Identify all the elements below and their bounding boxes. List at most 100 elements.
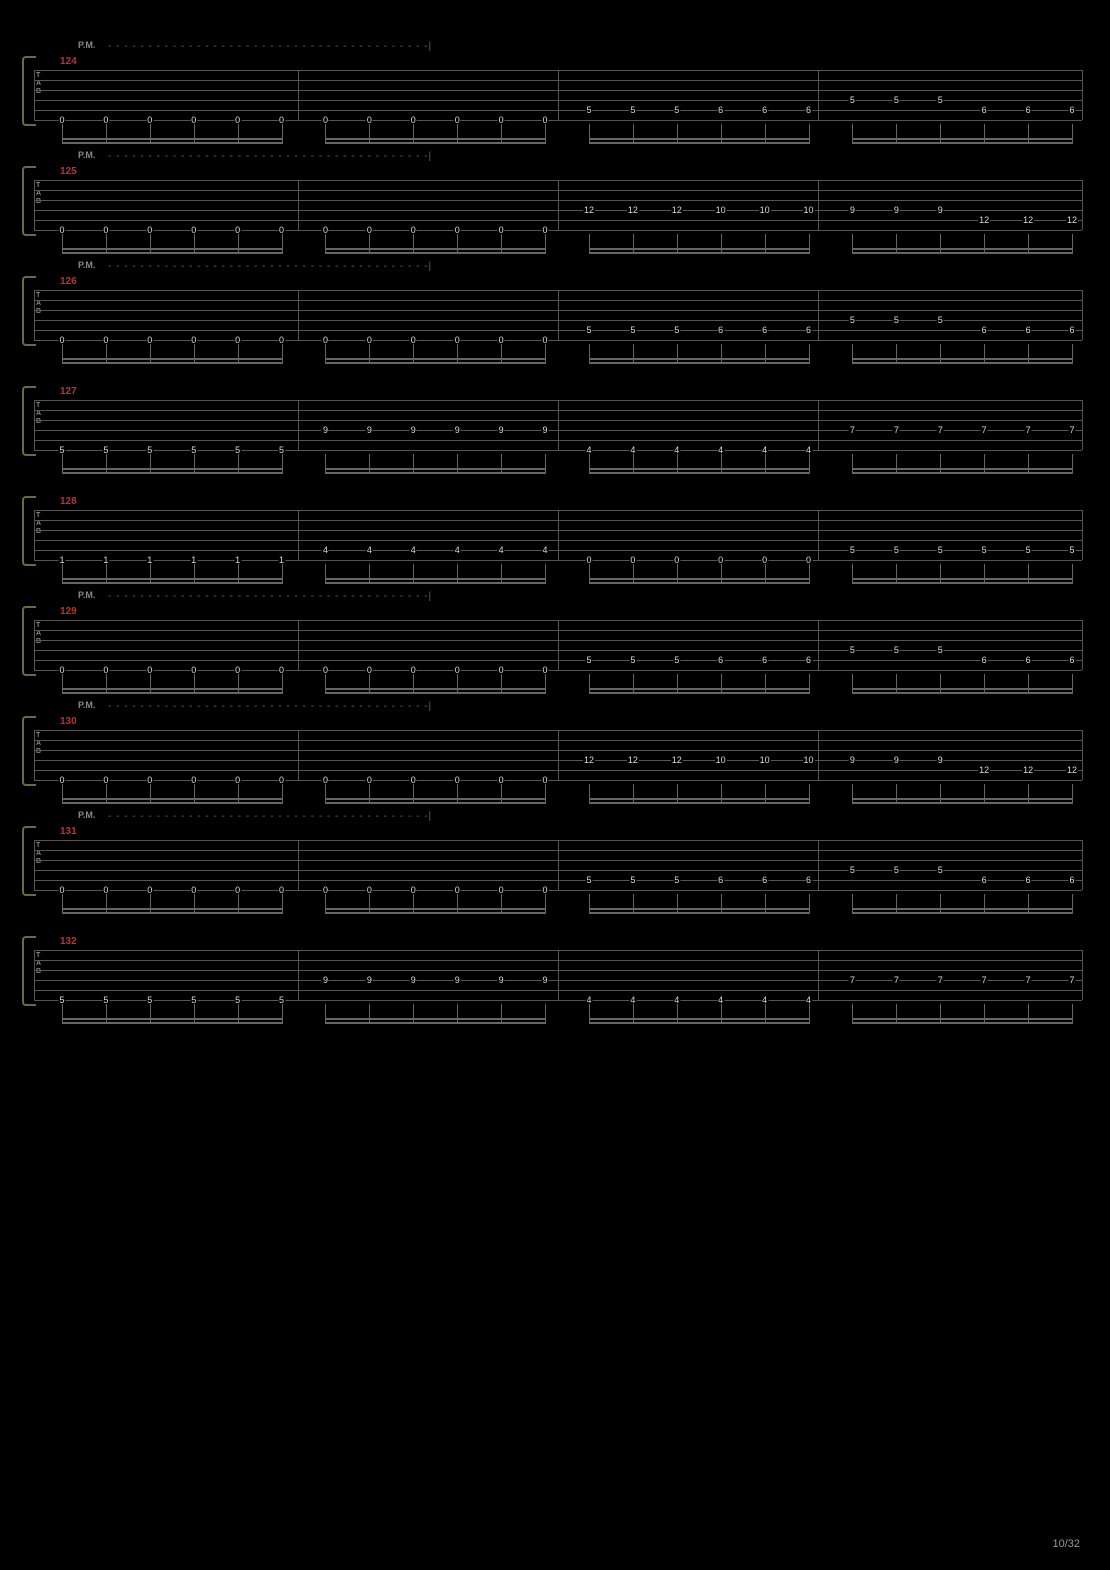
beam [852,468,1072,470]
tab-note: 7 [849,425,856,435]
note-stem [809,894,810,914]
tab-note: 5 [937,95,944,105]
tab-note: 7 [1025,425,1032,435]
beam [62,692,282,694]
beam [852,912,1072,914]
beam [589,692,809,694]
staff: TAB000000000000555666555666 [28,70,1082,122]
note-stem [106,454,107,474]
note-stem [106,344,107,364]
note-stem [501,344,502,364]
bar-number: 124 [60,56,1082,70]
barline [558,290,559,340]
staff-lines: 111111444444000000555555 [34,510,1082,560]
barline [1082,840,1083,890]
tab-note: 4 [410,545,417,555]
note-stem [238,674,239,694]
beam [62,912,282,914]
beam [325,912,545,914]
note-stem [369,234,370,254]
note-stem [940,1004,941,1024]
beam [589,1022,809,1024]
tab-note: 6 [981,875,988,885]
note-stem [194,1004,195,1024]
note-stem [62,344,63,364]
tab-note: 5 [673,655,680,665]
note-stem [589,894,590,914]
note-stem [721,234,722,254]
note-stem [106,564,107,584]
tab-note: 5 [629,655,636,665]
pm-row: P.M.- - - - - - - - - - - - - - - - - - … [28,590,1082,604]
beam [589,908,809,910]
beam [325,798,545,800]
beam [589,798,809,800]
note-stem [940,344,941,364]
beam [852,908,1072,910]
note-stem [765,1004,766,1024]
beam [325,1018,545,1020]
tab-note: 5 [629,875,636,885]
note-stem [150,784,151,804]
note-stem [984,674,985,694]
staff-lines: 555555999999444444777777 [34,400,1082,450]
barline [34,400,35,450]
note-stem [984,234,985,254]
barline [558,70,559,120]
beam [62,468,282,470]
pm-dashes: - - - - - - - - - - - - - - - - - - - - … [108,41,590,52]
note-stem [852,124,853,144]
note-stem [194,344,195,364]
note-stem [282,784,283,804]
measure: P.M.- - - - - - - - - - - - - - - - - - … [28,150,1082,232]
tab-note: 5 [849,95,856,105]
tab-note: 12 [1066,215,1078,225]
note-stem [633,454,634,474]
beam [62,1018,282,1020]
tab-note: 6 [1025,875,1032,885]
barline [298,400,299,450]
beam [852,1022,1072,1024]
note-stem [765,234,766,254]
note-stem [852,564,853,584]
barline [818,290,819,340]
tab-note: 5 [937,645,944,655]
note-stem [589,1004,590,1024]
tab-note: 7 [849,975,856,985]
beam [852,578,1072,580]
measure: P.M.- - - - - - - - - - - - - - - - - - … [28,590,1082,672]
note-stem [809,1004,810,1024]
pm-dashes: - - - - - - - - - - - - - - - - - - - - … [108,591,590,602]
tab-note: 5 [893,645,900,655]
note-stem [62,674,63,694]
note-stem [62,784,63,804]
barline [298,620,299,670]
beam [589,688,809,690]
note-stem [501,674,502,694]
note-stem [1072,784,1073,804]
note-stem [325,894,326,914]
beam [325,908,545,910]
note-stem [633,234,634,254]
note-stem [633,564,634,584]
note-stem [194,454,195,474]
measure: P.M.- - - - - - - - - - - - - - - - - - … [28,700,1082,782]
tab-note: 9 [322,425,329,435]
note-stem [809,784,810,804]
beam [62,688,282,690]
pm-label: P.M. [78,40,95,50]
note-stem [940,124,941,144]
pm-label: P.M. [78,260,95,270]
note-stem [1028,674,1029,694]
tab-note: 5 [673,325,680,335]
note-stem [677,674,678,694]
tab-note: 10 [803,205,815,215]
staff-lines: 000000000000555666555666 [34,70,1082,120]
note-stem [413,674,414,694]
note-stem [940,674,941,694]
note-stem [413,1004,414,1024]
staff-lines: 000000000000555666555666 [34,840,1082,890]
beam [589,582,809,584]
beam [589,362,809,364]
note-stem [106,234,107,254]
